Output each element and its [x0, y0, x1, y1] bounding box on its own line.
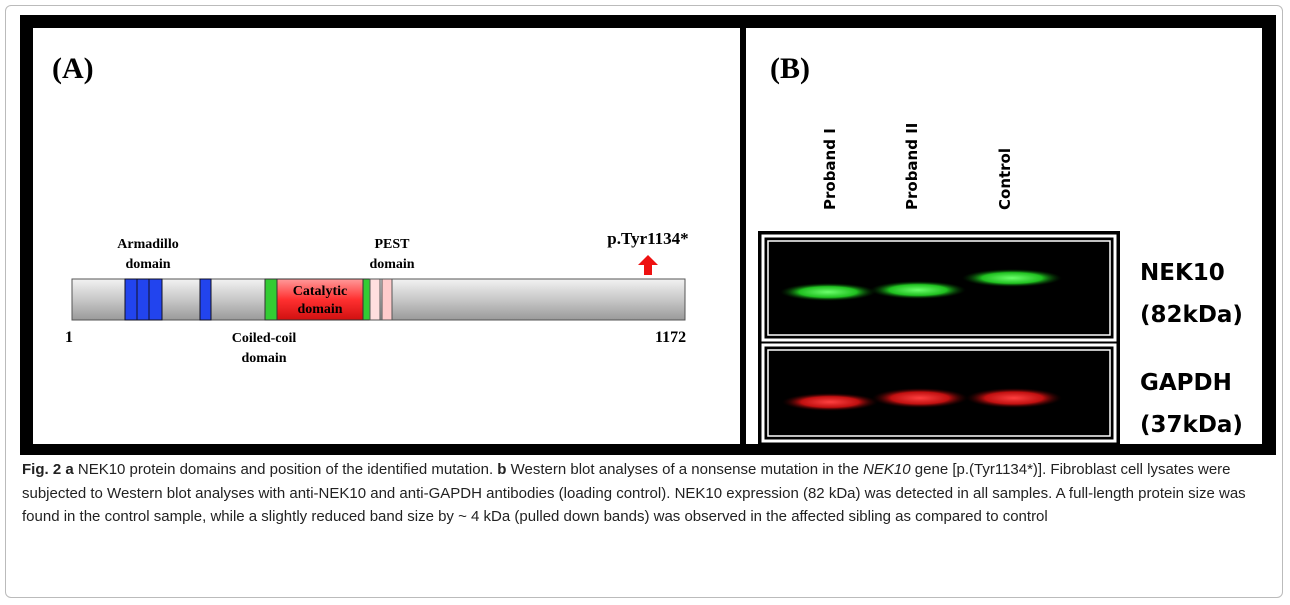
- pest-domain: [370, 279, 380, 320]
- domain-label: domain: [125, 257, 170, 272]
- armadillo-repeat: [149, 279, 162, 320]
- blot-band: [962, 269, 1062, 287]
- domain-label: Armadillo: [117, 237, 178, 252]
- panel-label: (B): [770, 52, 810, 85]
- caption-text: Western blot analyses of a nonsense muta…: [511, 461, 859, 478]
- domain-label: domain: [369, 257, 414, 272]
- part-label: a: [65, 461, 73, 478]
- panel-label: (A): [52, 52, 94, 85]
- blot-label: (82kDa): [1140, 302, 1243, 328]
- coiled-coil: [265, 279, 277, 320]
- blot-band: [966, 388, 1062, 408]
- position-label: 1: [65, 329, 73, 346]
- domain-label: domain: [297, 302, 342, 317]
- lane-label: Proband II: [903, 123, 921, 210]
- domain-label: Coiled-coil: [232, 331, 297, 346]
- blot-band: [780, 283, 876, 301]
- armadillo-repeat: [125, 279, 137, 320]
- domain-label: Catalytic: [293, 284, 347, 299]
- caption-text: NEK10 protein domains and position of th…: [78, 461, 493, 478]
- pest-domain: [382, 279, 392, 320]
- fig-label: Fig. 2: [22, 461, 61, 478]
- position-label: 1172: [655, 329, 686, 346]
- blot-label: NEK10: [1140, 260, 1225, 286]
- lane-label: Proband I: [821, 128, 839, 210]
- coiled-coil: [363, 279, 370, 320]
- gene-name: NEK10: [863, 461, 911, 478]
- blot-band: [870, 281, 966, 299]
- mutation-label: p.Tyr1134*: [607, 229, 688, 248]
- figure: (A) (B) Armadillo domain PEST domain Coi…: [0, 0, 1290, 455]
- armadillo-repeat: [200, 279, 211, 320]
- blot-band: [782, 393, 878, 411]
- domain-label: domain: [241, 351, 286, 366]
- armadillo-repeat: [137, 279, 149, 320]
- caption: Fig. 2 a NEK10 protein domains and posit…: [22, 458, 1272, 529]
- lane-label: Control: [996, 148, 1014, 210]
- blot-band: [872, 388, 968, 408]
- part-label: b: [497, 461, 506, 478]
- domain-label: PEST: [374, 237, 410, 252]
- blot-label: GAPDH: [1140, 370, 1232, 396]
- blot-label: (37kDa): [1140, 412, 1243, 438]
